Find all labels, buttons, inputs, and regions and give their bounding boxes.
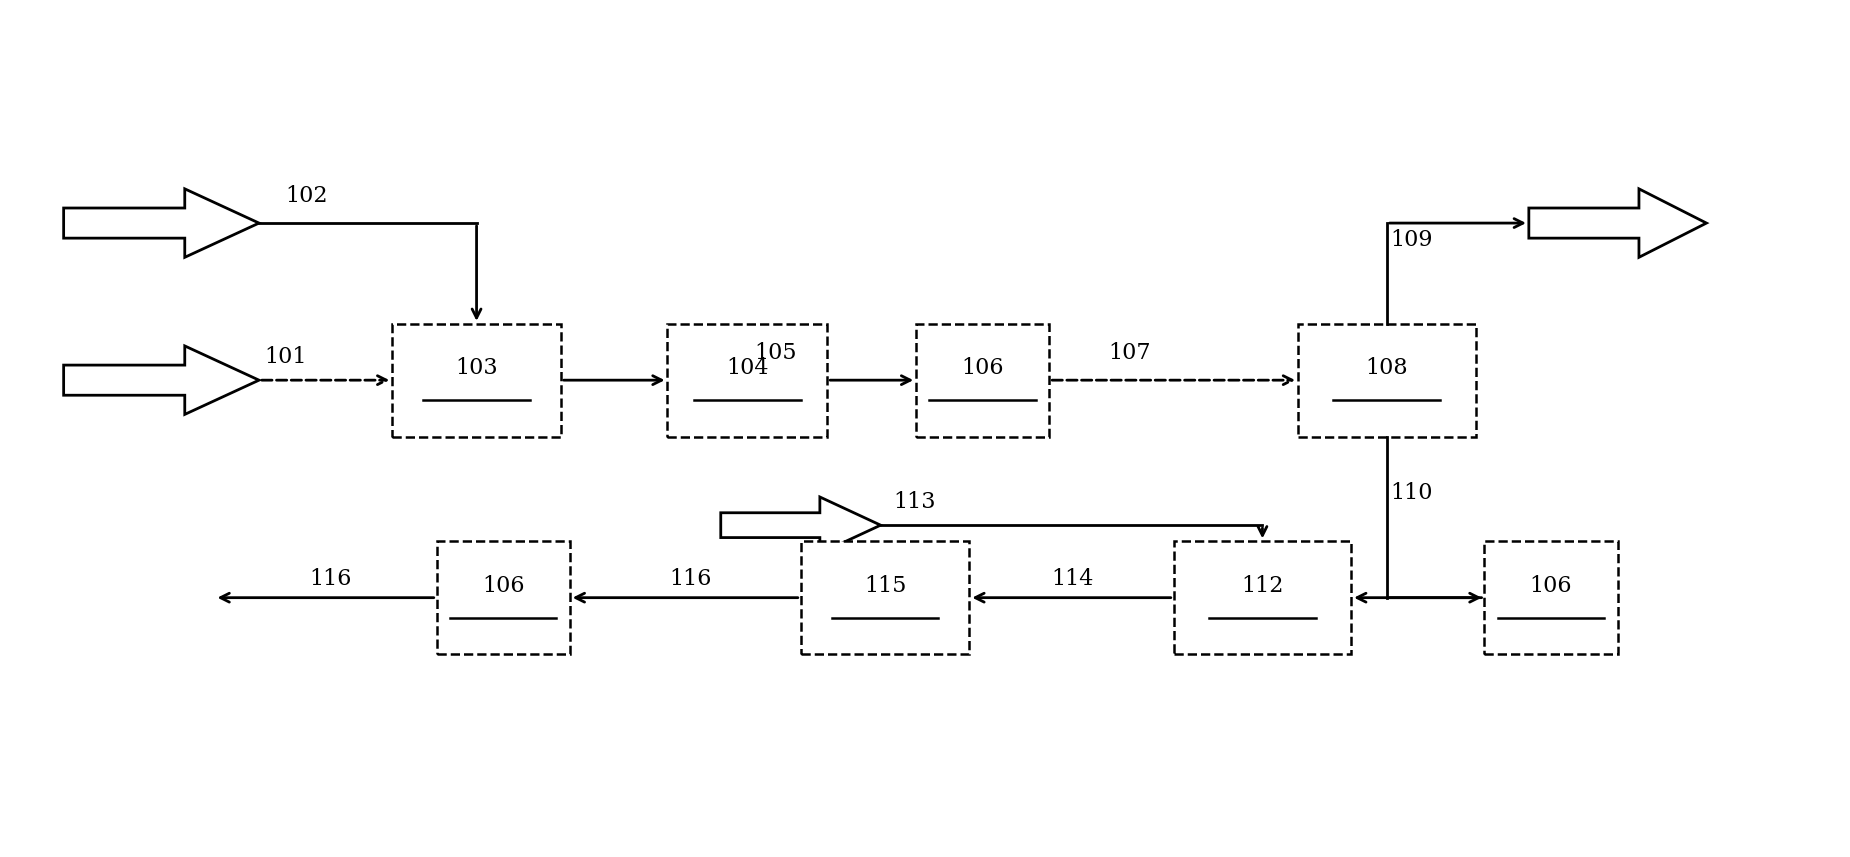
Text: 109: 109 [1391,230,1432,251]
Bar [801,542,969,654]
Text: 115: 115 [864,574,906,596]
Text: 116: 116 [309,567,352,590]
Text: 114: 114 [1051,567,1093,590]
Bar [1173,542,1350,654]
Polygon shape [722,497,881,554]
Bar [1484,542,1617,654]
Text: 113: 113 [894,491,936,513]
Text: 106: 106 [1530,574,1572,596]
Polygon shape [63,189,259,257]
Polygon shape [1528,189,1706,257]
Bar [392,324,561,436]
Polygon shape [63,346,259,415]
Bar [916,324,1049,436]
Text: 116: 116 [670,567,712,590]
Text: 103: 103 [455,357,498,379]
Text: 107: 107 [1108,342,1151,364]
Text: 105: 105 [755,342,797,364]
Text: 106: 106 [483,574,524,596]
Text: 101: 101 [265,346,307,369]
Text: 102: 102 [285,185,327,207]
Text: 104: 104 [727,357,768,379]
Text: 106: 106 [962,357,1005,379]
Bar [437,542,570,654]
Bar [668,324,827,436]
Text: 110: 110 [1391,482,1432,504]
Bar [1299,324,1476,436]
Text: 108: 108 [1365,357,1408,379]
Text: 112: 112 [1241,574,1284,596]
